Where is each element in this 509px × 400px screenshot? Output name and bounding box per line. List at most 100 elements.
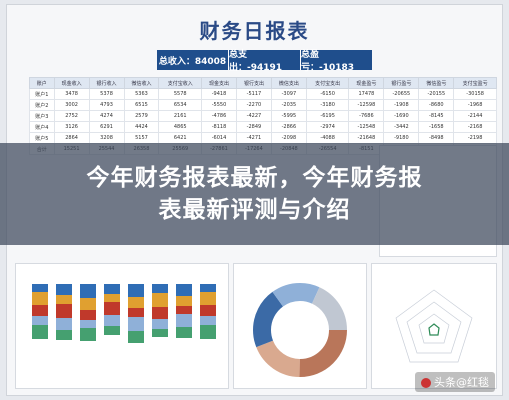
stack-bar-segment [32, 292, 48, 305]
table-cell: -2035 [270, 99, 307, 111]
table-cell: -5995 [270, 110, 307, 122]
table-cell: -1658 [418, 121, 455, 133]
table-cell: 2579 [123, 110, 160, 122]
stack-bar-segment [176, 284, 192, 296]
report-title: 财务日报表 [199, 19, 310, 43]
table-cell: -3180 [305, 99, 350, 111]
total-income: 总收入：84008 [157, 50, 229, 70]
radar-chart-panel [371, 263, 497, 389]
table-cell: 5363 [123, 88, 160, 100]
stack-bar-segment [176, 296, 192, 306]
stack-bar-segment [104, 315, 120, 326]
total-expense: 总支出：-94191 [229, 50, 301, 73]
table-cell: -2849 [235, 121, 272, 133]
stack-bar-segment [80, 310, 96, 320]
table-row: 账户5 2864 3208 5157 6421 -6014 -4271 -2098 -4088-… [29, 132, 497, 144]
table-cell: -6014 [201, 132, 237, 144]
table-cell: -21648 [348, 132, 385, 144]
table-cell: 2864 [53, 132, 90, 144]
table-cell: -5550 [201, 99, 237, 111]
stack-bar-segment [152, 307, 168, 319]
table-row: 账户4 3126 6291 4424 4865 -8118 -2849 -2866 -2974-… [29, 121, 497, 133]
data-table: 账户 现金收入 银行收入 微信收入 支付宝收入 现金支出 银行支出 微信支出 支付宝支出 现金盈亏… [29, 77, 497, 155]
report-sheet: 财务日报表 总收入：84008 总支出：-94191 总盈亏：-10183 账户… [6, 4, 503, 396]
stack-bar-segment [176, 314, 192, 327]
table-cell: 6291 [88, 121, 125, 133]
stack-bar-segment [152, 329, 168, 337]
stack-bar-segment [32, 305, 48, 316]
stack-bar-segment [200, 292, 216, 305]
stack-bar-segment [128, 317, 144, 331]
stack-bar-segment [32, 284, 48, 292]
table-header-cell: 微信收入 [123, 77, 160, 89]
table-cell: -12598 [348, 99, 385, 111]
table-cell: 2161 [158, 110, 203, 122]
stack-bar-segment [104, 294, 120, 302]
summary-bar: 总收入：84008 总支出：-94191 总盈亏：-10183 [157, 50, 372, 73]
headline-line-1: 今年财务报表最新，今年财务报 [86, 165, 423, 191]
table-cell: -9180 [383, 132, 420, 144]
table-cell: -4786 [201, 110, 237, 122]
table-cell: -8145 [418, 110, 455, 122]
table-cell: -5117 [235, 88, 272, 100]
stack-bar-segment [200, 305, 216, 316]
table-cell: 4793 [88, 99, 125, 111]
table-cell: -20155 [418, 88, 455, 100]
table-cell: -1690 [383, 110, 420, 122]
stack-bar-segment [176, 327, 192, 338]
donut-chart-panel [233, 263, 367, 389]
table-row: 账户2 3002 4793 6515 6534 -5550 -2270 -2035 -3180-… [29, 99, 497, 111]
table-cell: 账户5 [29, 132, 55, 144]
table-cell: -3097 [270, 88, 307, 100]
table-cell: -4088 [305, 132, 350, 144]
table-cell: -8498 [418, 132, 455, 144]
table-cell: -2144 [453, 110, 497, 122]
table-header-cell: 现金盈亏 [348, 77, 385, 89]
stack-bar-segment [104, 284, 120, 294]
table-header-cell: 支付宝盈亏 [453, 77, 497, 89]
stack-bar-segment [128, 297, 144, 308]
table-cell: 4274 [88, 110, 125, 122]
table-cell: 账户2 [29, 99, 55, 111]
table-cell: 5578 [158, 88, 203, 100]
table-header-cell: 银行支出 [235, 77, 272, 89]
table-cell: 17478 [348, 88, 385, 100]
table-cell: -12548 [348, 121, 385, 133]
stack-bar-segment [104, 302, 120, 315]
headline-banner: 今年财务报表最新，今年财务报 表最新评测与介绍 [0, 143, 509, 245]
table-cell: 5378 [88, 88, 125, 100]
stack-bar-segment [152, 293, 168, 307]
stack-bar-segment [200, 284, 216, 292]
table-cell: 账户3 [29, 110, 55, 122]
stack-bar-segment [32, 316, 48, 325]
total-profit: 总盈亏：-10183 [301, 50, 355, 73]
table-cell: 6515 [123, 99, 160, 111]
table-cell: -6195 [305, 110, 350, 122]
stack-bar-segment [56, 295, 72, 304]
table-cell: -20655 [383, 88, 420, 100]
radar-chart [395, 289, 473, 363]
table-cell: -1908 [383, 99, 420, 111]
table-cell: -9418 [201, 88, 237, 100]
table-row: 账户1 3478 5378 5363 5578 -9418 -5117 -3097 -6150 1… [29, 88, 497, 100]
table-cell: -2270 [235, 99, 272, 111]
table-cell: -8118 [201, 121, 237, 133]
table-cell: -6150 [305, 88, 350, 100]
table-cell: 6421 [158, 132, 203, 144]
stack-bar-segment [56, 318, 72, 330]
table-cell: 4424 [123, 121, 160, 133]
table-cell: -2168 [453, 121, 497, 133]
table-header-cell: 现金支出 [201, 77, 237, 89]
stack-bar-segment [128, 331, 144, 343]
stack-bar-segment [176, 306, 192, 314]
stack-bar-segment [152, 319, 168, 329]
table-cell: 3126 [53, 121, 90, 133]
stack-bar-segment [104, 326, 120, 335]
table-cell: -4227 [235, 110, 272, 122]
table-cell: -7686 [348, 110, 385, 122]
table-cell: -2198 [453, 132, 497, 144]
table-row: 账户3 2752 4274 2579 2161 -4786 -4227 -5995 -6195-… [29, 110, 497, 122]
table-header-cell: 微信支出 [270, 77, 307, 89]
table-cell: -2098 [270, 132, 307, 144]
table-header-cell: 支付宝收入 [158, 77, 203, 89]
